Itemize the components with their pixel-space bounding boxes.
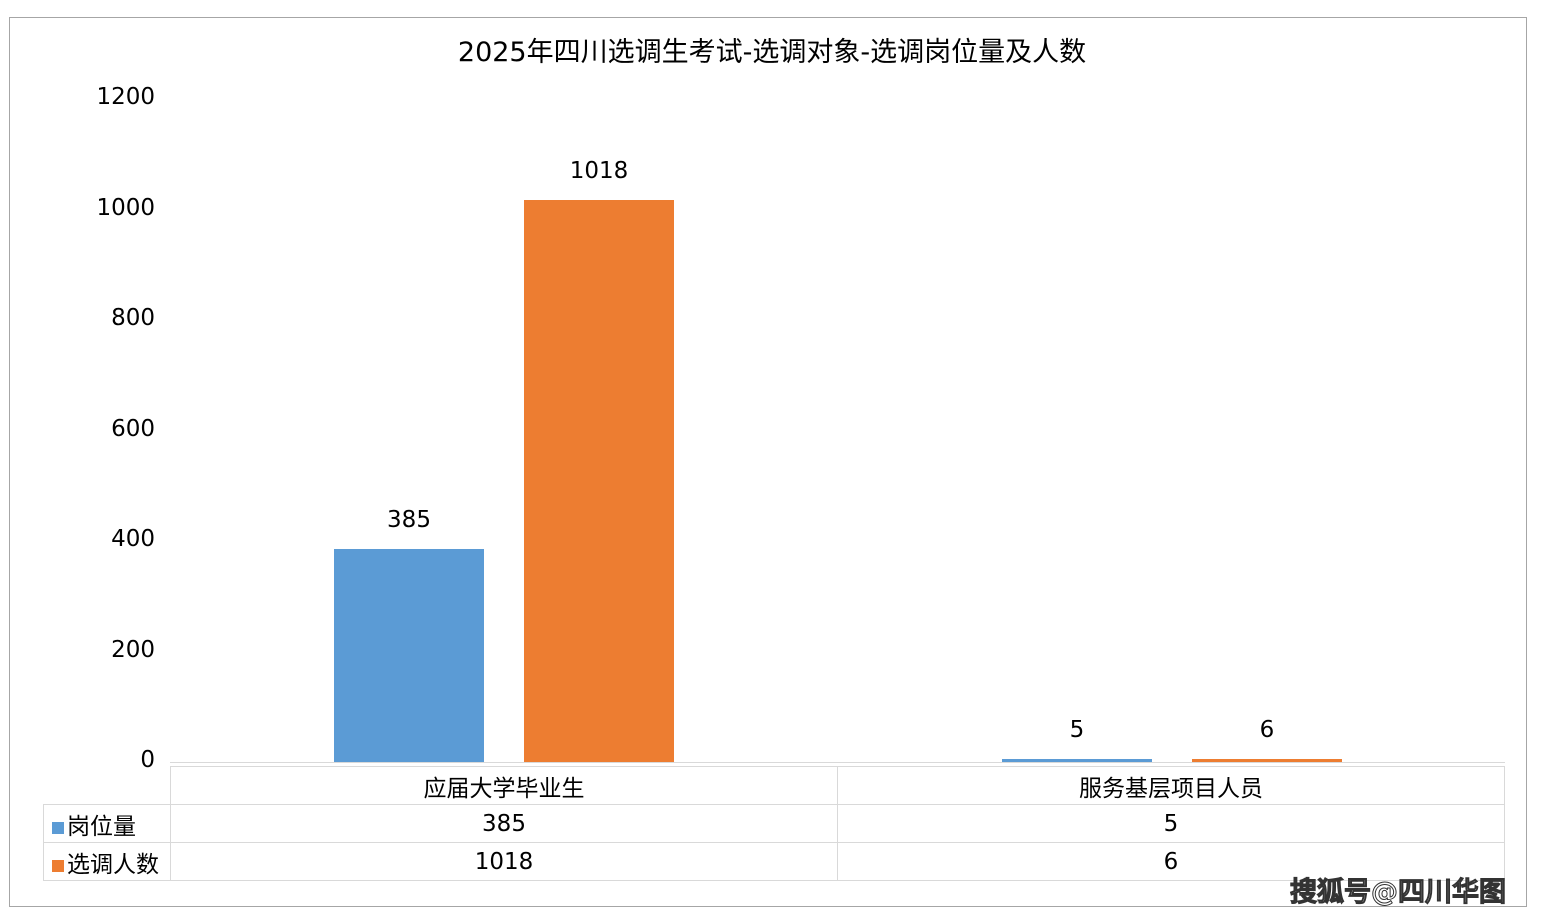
bar-选调人数-应届大学毕业生 — [524, 199, 674, 762]
y-tick-label: 400 — [111, 526, 155, 552]
series-name: 岗位量 — [67, 813, 136, 840]
category-label: 应届大学毕业生 — [170, 766, 838, 805]
y-tick-label: 0 — [140, 747, 155, 773]
data-label: 5 — [1069, 717, 1085, 744]
table-header-row: 应届大学毕业生 服务基层项目人员 — [43, 766, 1505, 805]
data-label: 385 — [387, 507, 431, 534]
y-tick-label: 1000 — [96, 194, 155, 221]
credit-text: 搜狐号@四川华图 — [1290, 877, 1507, 909]
table-cell: 1018 — [170, 842, 838, 881]
y-tick-label: 600 — [111, 415, 155, 442]
x-axis-line — [170, 762, 1505, 763]
bar-岗位量-应届大学毕业生 — [334, 549, 484, 762]
category-label: 服务基层项目人员 — [837, 766, 1505, 805]
table-cell: 385 — [170, 804, 838, 843]
y-tick-label: 800 — [111, 305, 155, 331]
table-row: 选调人数 1018 6 — [43, 842, 1505, 881]
legend-swatch — [52, 821, 64, 834]
bar-岗位量-服务基层项目人员 — [1002, 759, 1152, 762]
table-cell: 5 — [837, 804, 1505, 843]
data-table: 应届大学毕业生 服务基层项目人员 岗位量 385 5 选调人数 1018 6 — [43, 766, 1505, 881]
chart-frame — [9, 17, 1527, 907]
legend-swatch — [52, 859, 64, 872]
series-name: 选调人数 — [67, 851, 159, 878]
table-cell: 6 — [837, 842, 1505, 881]
chart-title: 2025年四川选调生考试-选调对象-选调岗位量及人数 — [457, 37, 1087, 68]
table-row: 岗位量 385 5 — [43, 804, 1505, 843]
data-label: 6 — [1259, 716, 1275, 743]
data-label: 1018 — [569, 157, 629, 184]
y-tick-label: 200 — [111, 636, 155, 663]
bar-选调人数-服务基层项目人员 — [1192, 758, 1342, 762]
y-tick-label: 1200 — [96, 84, 155, 110]
